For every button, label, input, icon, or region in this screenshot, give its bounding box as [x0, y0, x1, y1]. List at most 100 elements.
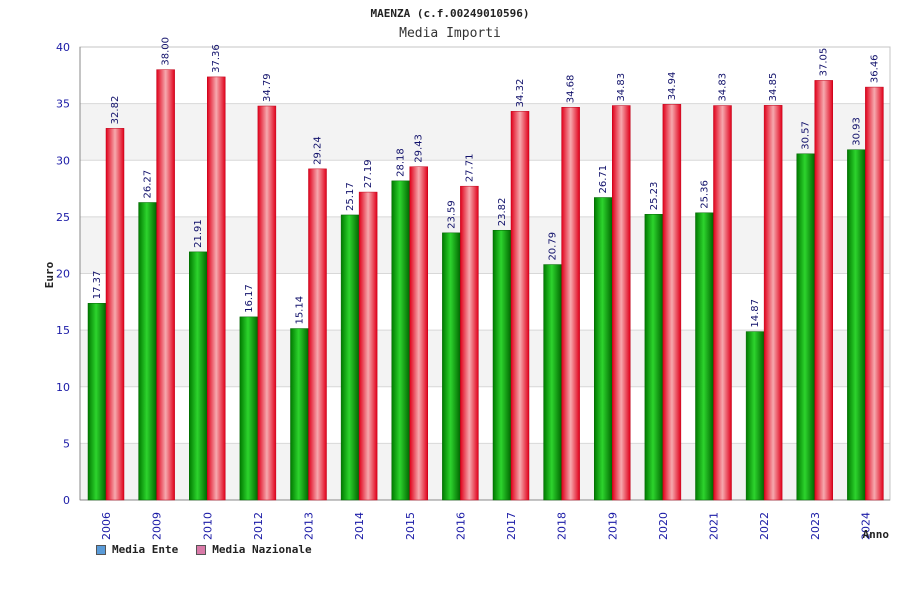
data-label-media-nazionale: 32.82 — [110, 96, 121, 125]
x-tick-label: 2016 — [454, 512, 467, 540]
y-axis-label: Euro — [43, 261, 56, 288]
data-label-media-ente: 25.23 — [649, 182, 660, 211]
y-tick-label: 30 — [56, 154, 70, 167]
data-label-media-ente: 26.27 — [143, 170, 154, 199]
data-label-media-ente: 14.87 — [750, 299, 761, 328]
data-label-media-ente: 20.79 — [548, 232, 559, 261]
bar-media-ente — [87, 303, 107, 501]
y-tick-label: 5 — [63, 437, 70, 450]
data-label-media-ente: 21.91 — [193, 219, 204, 248]
data-label-media-ente: 25.36 — [700, 180, 711, 209]
bar-media-ente — [442, 232, 461, 501]
data-label-media-nazionale: 34.79 — [262, 73, 273, 102]
bar-media-nazionale — [460, 185, 479, 501]
y-tick-label: 20 — [56, 268, 70, 281]
data-label-media-ente: 15.14 — [295, 296, 306, 325]
x-tick-label: 2006 — [100, 512, 113, 540]
x-tick-label: 2022 — [758, 512, 771, 540]
data-label-media-ente: 26.71 — [598, 165, 609, 194]
legend-item-media-ente: Media Ente — [96, 543, 178, 556]
y-tick-label: 25 — [56, 211, 70, 224]
data-label-media-ente: 23.82 — [497, 198, 508, 227]
bar-media-nazionale — [257, 105, 277, 501]
bar-media-nazionale — [510, 111, 530, 501]
bar-media-nazionale — [207, 76, 226, 501]
y-tick-label: 15 — [56, 324, 70, 337]
bar-media-nazionale — [308, 168, 327, 501]
x-tick-label: 2010 — [201, 512, 214, 540]
x-tick-label: 2012 — [252, 512, 265, 540]
data-label-media-nazionale: 34.68 — [566, 75, 577, 104]
x-tick-label: 2018 — [556, 512, 569, 540]
bar-media-ente — [745, 331, 765, 501]
data-label-media-ente: 25.17 — [345, 182, 356, 211]
x-tick-label: 2023 — [809, 512, 822, 540]
bar-media-ente — [340, 214, 360, 501]
data-label-media-nazionale: 29.43 — [414, 134, 425, 163]
data-label-media-ente: 17.37 — [92, 271, 103, 300]
bar-media-nazionale — [612, 105, 631, 501]
bar-media-ente — [239, 316, 259, 501]
bar-media-ente — [594, 197, 613, 501]
bar-media-ente — [847, 149, 866, 501]
data-label-media-nazionale: 37.05 — [819, 48, 830, 77]
y-tick-label: 40 — [56, 41, 70, 54]
data-label-media-nazionale: 27.19 — [363, 159, 374, 188]
bar-media-nazionale — [713, 105, 732, 501]
bar-media-ente — [644, 214, 664, 501]
bar-media-nazionale — [561, 106, 580, 501]
chart-title: MAENZA (c.f.00249010596) — [371, 7, 530, 20]
data-label-media-nazionale: 34.83 — [718, 73, 729, 102]
data-label-media-nazionale: 34.85 — [768, 73, 779, 102]
y-tick-label: 10 — [56, 381, 70, 394]
y-tick-label: 0 — [63, 494, 70, 507]
bar-media-ente — [543, 264, 562, 501]
bar-media-ente — [796, 153, 815, 501]
x-tick-label: 2015 — [404, 512, 417, 540]
bar-media-nazionale — [662, 104, 682, 501]
bar-media-nazionale — [865, 86, 884, 501]
bar-media-ente — [189, 251, 208, 501]
data-label-media-nazionale: 34.94 — [667, 72, 678, 101]
bar-media-nazionale — [156, 69, 175, 501]
bar-media-ente — [695, 212, 714, 501]
legend-label-media-ente: Media Ente — [112, 543, 179, 556]
legend-swatch-media-nazionale — [196, 544, 207, 555]
x-tick-label: 2019 — [606, 512, 619, 540]
data-label-media-nazionale: 38.00 — [161, 37, 172, 66]
bar-media-ente — [138, 202, 157, 501]
data-label-media-ente: 16.17 — [244, 284, 255, 313]
data-label-media-nazionale: 29.24 — [313, 136, 324, 165]
x-tick-label: 2014 — [353, 512, 366, 540]
data-label-media-ente: 30.93 — [851, 117, 862, 146]
x-tick-label: 2024 — [859, 512, 872, 540]
y-tick-label: 35 — [56, 98, 70, 111]
bar-media-nazionale — [358, 191, 378, 501]
legend-item-media-nazionale: Media Nazionale — [196, 543, 312, 556]
x-tick-label: 2009 — [151, 512, 164, 540]
legend-label-media-nazionale: Media Nazionale — [212, 543, 312, 556]
bar-media-ente — [290, 328, 309, 501]
x-tick-label: 2021 — [708, 512, 721, 540]
chart-marks: 17.37 32.82 2006 26.27 38.00 2009 21.91 37.36 20… — [87, 37, 884, 540]
data-label-media-nazionale: 36.46 — [869, 54, 880, 83]
bar-media-ente — [391, 180, 410, 501]
chart-subtitle: Media Importi — [399, 26, 501, 41]
bar-media-nazionale — [409, 166, 428, 501]
data-label-media-nazionale: 37.36 — [211, 44, 222, 73]
bar-media-nazionale — [105, 128, 125, 501]
legend-swatch-media-ente — [96, 544, 106, 555]
bar-media-nazionale — [763, 105, 783, 501]
data-label-media-nazionale: 34.32 — [515, 79, 526, 108]
x-tick-label: 2020 — [657, 512, 670, 540]
data-label-media-ente: 28.18 — [396, 148, 407, 177]
data-label-media-ente: 23.59 — [446, 200, 457, 229]
x-axis-label: Anno — [863, 528, 890, 541]
x-tick-label: 2017 — [505, 512, 518, 540]
data-label-media-nazionale: 27.71 — [464, 154, 475, 183]
legend: Media Ente Media Nazionale — [96, 543, 312, 556]
data-label-media-ente: 30.57 — [801, 121, 812, 150]
x-tick-label: 2013 — [303, 512, 316, 540]
bar-media-ente — [492, 229, 512, 501]
